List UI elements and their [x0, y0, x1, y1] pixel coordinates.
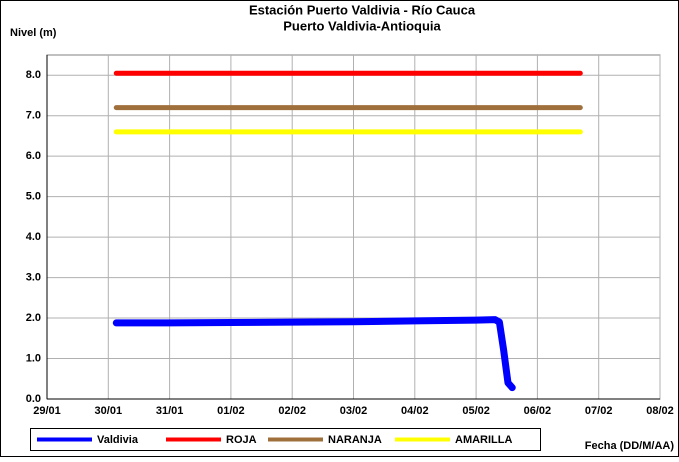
x-tick-label: 30/01: [95, 405, 123, 417]
y-tick-label: 3.0: [26, 271, 41, 283]
x-tick-label: 05/02: [462, 405, 490, 417]
x-tick-label: 03/02: [340, 405, 368, 417]
y-tick-label: 8.0: [26, 69, 41, 81]
y-tick-label: 7.0: [26, 110, 41, 122]
x-tick-label: 01/02: [217, 405, 245, 417]
legend-label: NARANJA: [328, 434, 382, 446]
x-axis-label: Fecha (DD/M/AA): [585, 440, 675, 452]
x-tick-label: 02/02: [278, 405, 306, 417]
x-tick-label: 31/01: [156, 405, 184, 417]
legend-label: AMARILLA: [455, 434, 512, 446]
y-tick-label: 4.0: [26, 231, 41, 243]
y-tick-label: 6.0: [26, 150, 41, 162]
y-tick-label: 1.0: [26, 352, 41, 364]
chart-subtitle: Puerto Valdivia-Antioquia: [283, 18, 441, 33]
legend-label: ROJA: [226, 434, 257, 446]
y-tick-label: 0.0: [26, 393, 41, 405]
y-axis-label: Nivel (m): [10, 27, 57, 39]
x-tick-label: 04/02: [401, 405, 429, 417]
x-tick-label: 08/02: [646, 405, 674, 417]
legend-label: Valdivia: [97, 434, 139, 446]
x-tick-label: 07/02: [585, 405, 613, 417]
series-line: [112, 316, 516, 392]
y-tick-label: 5.0: [26, 191, 41, 203]
y-tick-label: 2.0: [26, 312, 41, 324]
x-tick-label: 06/02: [524, 405, 552, 417]
x-tick-label: 29/01: [33, 405, 61, 417]
chart-title: Estación Puerto Valdivia - Río Cauca: [249, 2, 476, 17]
